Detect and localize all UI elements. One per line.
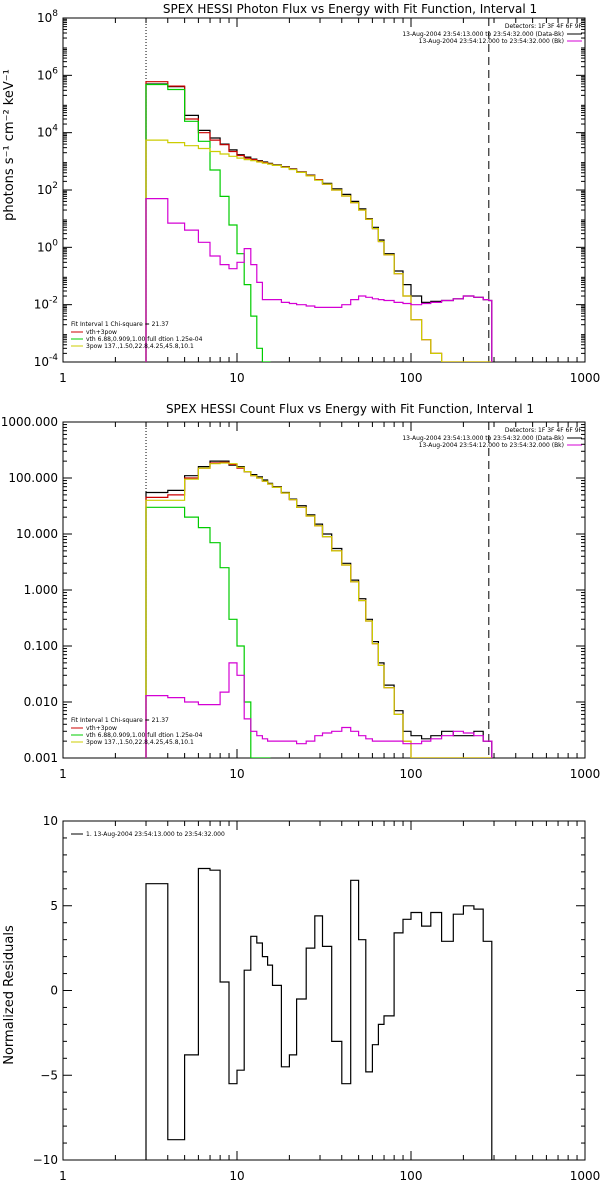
y-tick-label: 100.000 <box>8 471 58 485</box>
legend-top-entry-label: 13-Aug-2004 23:54:13.000 to 23:54:32.000… <box>402 31 564 38</box>
y-tick-exponent: 2 <box>52 181 58 191</box>
plot-frame <box>62 421 586 759</box>
count-flux-title: SPEX HESSI Count Flux vs Energy with Fit… <box>166 402 534 416</box>
x-tick-label: 1000 <box>570 371 600 385</box>
legend-bottom-header: Fit Interval 1 Chi-square = 21.37 <box>71 321 169 328</box>
count-flux-chart: SPEX HESSI Count Flux vs Energy with Fit… <box>1 402 600 781</box>
x-tick-label: 100 <box>400 1169 423 1183</box>
x-tick-label: 1 <box>59 371 67 385</box>
y-tick-label: 10-4 <box>34 353 59 369</box>
photon-flux-chart: SPEX HESSI Photon Flux vs Energy with Fi… <box>2 2 600 385</box>
y-tick-exponent: 6 <box>52 66 58 76</box>
series-4-line <box>145 662 493 758</box>
y-tick-exponent: -2 <box>49 296 58 306</box>
x-tick-label: 100 <box>400 371 423 385</box>
legend-bottom-entry-label: vth+3pow <box>86 329 117 336</box>
y-tick-label: 104 <box>37 124 58 140</box>
x-tick-label: 100 <box>400 767 423 781</box>
x-tick-label: 1000 <box>570 1169 600 1183</box>
x-tick-label: 1 <box>59 767 67 781</box>
series-0-line <box>145 460 493 758</box>
y-tick-label: 0 <box>50 984 58 998</box>
photon-flux-title: SPEX HESSI Photon Flux vs Energy with Fi… <box>163 2 537 16</box>
y-tick-label: −5 <box>40 1068 58 1082</box>
series-3-line <box>145 462 492 758</box>
legend-bottom-entry-label: 3pow 137.,1.50,22.8,4.25,45.8,10.1 <box>86 343 194 350</box>
y-tick-label: 10 <box>43 814 58 828</box>
x-tick-label: 10 <box>229 371 244 385</box>
legend-top-entry-label: 13-Aug-2004 23:54:12.000 to 23:54:32.000… <box>419 442 564 449</box>
series-3-line <box>145 139 492 362</box>
y-tick-exponent: 4 <box>52 124 58 134</box>
series-2-line <box>145 506 271 758</box>
series-0-line <box>145 83 493 362</box>
series-0-line <box>145 867 493 1160</box>
x-tick-label: 10 <box>229 1169 244 1183</box>
y-tick-label: 102 <box>37 181 58 197</box>
legend-bottom-header: Fit Interval 1 Chi-square = 21.37 <box>71 717 169 724</box>
y-tick-label: −10 <box>33 1153 58 1167</box>
x-tick-label: 1000 <box>570 767 600 781</box>
y-tick-exponent: 8 <box>52 9 58 19</box>
y-tick-label: 108 <box>37 9 58 25</box>
y-tick-label: 106 <box>37 66 58 82</box>
x-tick-label: 1 <box>59 1169 67 1183</box>
y-tick-exponent: 0 <box>52 238 58 248</box>
legend-top-header: Detectors: 1F 3F 4F 6F 9F <box>505 427 583 434</box>
y-tick-label: 0.001 <box>24 751 58 765</box>
residuals-ylabel: Normalized Residuals <box>2 925 17 1065</box>
x-tick-label: 10 <box>229 767 244 781</box>
series-2-line <box>145 83 271 362</box>
legend-bottom-entry-label: vth 6.88,0.909,1.00 full dtion 1.25e-04 <box>86 336 203 343</box>
legend-bottom-entry-label: 3pow 137.,1.50,22.8,4.25,45.8,10.1 <box>86 739 194 746</box>
y-tick-label: 5 <box>50 899 58 913</box>
y-tick-label: 0.100 <box>24 639 58 653</box>
legend-entry-label: 1. 13-Aug-2004 23:54:13.000 to 23:54:32.… <box>86 831 225 838</box>
legend-top-entry-label: 13-Aug-2004 23:54:13.000 to 23:54:32.000… <box>402 435 564 442</box>
series-4-line <box>145 198 493 362</box>
residuals-chart: Normalized Residuals 1 10 100 1000 −10 −5 0 5 10… <box>2 814 600 1183</box>
legend-bottom-entry-label: vth+3pow <box>86 725 117 732</box>
legend-bottom-entry-label: vth 6.88,0.909,1.00 full dtion 1.25e-04 <box>86 732 203 739</box>
plot-frame <box>62 17 586 363</box>
y-tick-exponent: -4 <box>49 353 58 363</box>
y-tick-label: 100 <box>37 238 58 254</box>
y-tick-label: 1.000 <box>24 583 58 597</box>
y-tick-label: 10-2 <box>34 296 58 312</box>
y-tick-label: 1000.000 <box>1 415 58 429</box>
legend-top-entry-label: 13-Aug-2004 23:54:12.000 to 23:54:32.000… <box>419 38 564 45</box>
plot-frame <box>62 820 586 1161</box>
legend-top-header: Detectors: 1F 3F 4F 6F 9F <box>505 23 583 30</box>
y-tick-label: 0.010 <box>24 695 58 709</box>
photon-flux-ylabel: photons s⁻¹ cm⁻² keV⁻¹ <box>2 69 17 221</box>
y-tick-label: 10.000 <box>16 527 58 541</box>
series-1-line <box>145 461 492 758</box>
